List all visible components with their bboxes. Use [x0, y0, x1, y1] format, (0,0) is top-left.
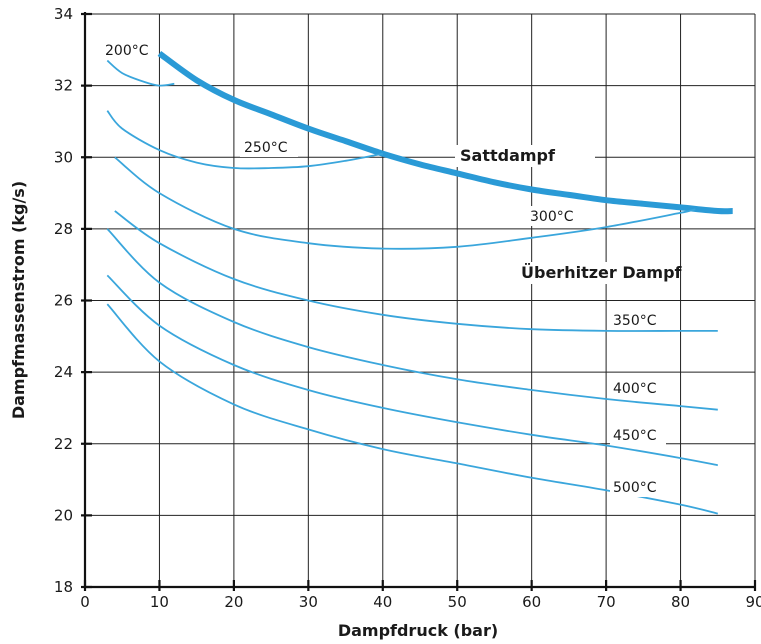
x-tick-labels: 0 10 20 30 40 50 60 70 80 90 — [80, 593, 761, 611]
label-saturated-background — [455, 145, 595, 167]
y-axis-title: Dampfmassenstrom (kg/s) — [9, 181, 28, 419]
y-tick-label-22: 22 — [54, 435, 73, 453]
x-tick-label-50: 50 — [448, 593, 467, 611]
y-tick-label-30: 30 — [54, 148, 73, 166]
label-400-background — [610, 378, 666, 398]
series-line-200c — [106, 59, 175, 87]
x-tick-label-30: 30 — [299, 593, 318, 611]
series-line-400c — [106, 228, 718, 411]
series-line-250c — [106, 110, 383, 170]
series-line-350c — [114, 210, 718, 332]
x-tick-label-60: 60 — [522, 593, 541, 611]
x-tick-label-90: 90 — [745, 593, 761, 611]
label-450: 450°C — [613, 428, 657, 444]
label-400: 400°C — [613, 381, 657, 397]
curve-labels: 200°C 250°C Sattdampf 300°C Überhitzer D… — [102, 40, 683, 497]
label-200-background — [102, 40, 156, 60]
y-tick-label-26: 26 — [54, 292, 73, 310]
label-450-background — [610, 425, 666, 445]
label-saturated: Sattdampf — [460, 146, 556, 165]
label-200: 200°C — [105, 43, 149, 59]
label-500: 500°C — [613, 480, 657, 496]
x-tick-label-80: 80 — [671, 593, 690, 611]
label-300: 300°C — [530, 209, 574, 225]
x-tick-label-0: 0 — [80, 593, 90, 611]
series-line-300c — [114, 156, 696, 250]
label-250: 250°C — [244, 140, 288, 156]
x-tick-label-40: 40 — [373, 593, 392, 611]
y-tick-label-32: 32 — [54, 77, 73, 95]
x-tick-label-20: 20 — [224, 593, 243, 611]
chart-grid — [85, 13, 756, 587]
series-line-450c — [106, 274, 718, 467]
series-line-sattdampf — [157, 50, 733, 215]
label-superheated-background — [518, 262, 678, 284]
label-superheated: Überhitzer Dampf — [521, 263, 683, 282]
x-axis-title: Dampfdruck (bar) — [338, 621, 498, 640]
chart-axes — [81, 12, 757, 591]
y-tick-label-34: 34 — [54, 5, 73, 23]
y-tick-label-20: 20 — [54, 506, 73, 524]
label-500-background — [610, 477, 666, 497]
y-tick-label-18: 18 — [54, 578, 73, 596]
y-tick-label-24: 24 — [54, 363, 73, 381]
label-350: 350°C — [613, 313, 657, 329]
label-300-background — [526, 206, 588, 226]
label-250-background — [240, 137, 298, 157]
x-tick-label-10: 10 — [150, 593, 169, 611]
x-tick-label-70: 70 — [597, 593, 616, 611]
label-350-background — [610, 310, 666, 330]
y-tick-label-28: 28 — [54, 220, 73, 238]
y-tick-labels: 18 20 22 24 26 28 30 32 34 — [54, 5, 73, 596]
